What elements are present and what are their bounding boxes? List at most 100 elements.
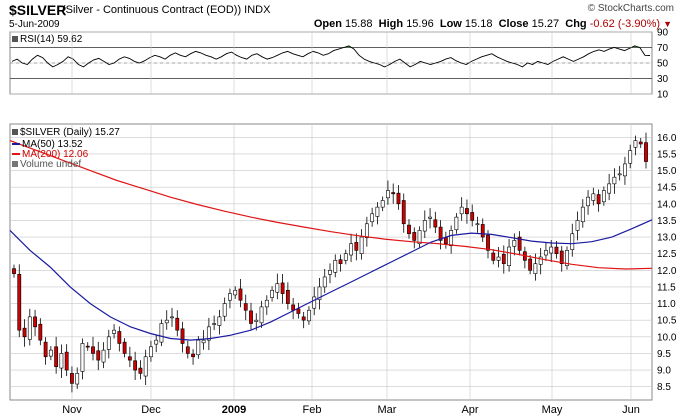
candle-up — [233, 289, 238, 296]
candle-down — [554, 246, 559, 254]
candle-down — [96, 350, 101, 361]
ma50-line — [9, 219, 653, 341]
chg-value: -0.62 (-3.90%) — [589, 18, 661, 30]
candle-down — [175, 317, 180, 331]
candle-down — [85, 345, 90, 348]
candle-up — [112, 329, 116, 334]
candle-down — [433, 219, 438, 228]
candle-down — [517, 236, 522, 251]
rsi-tick-label: 90 — [657, 28, 669, 39]
candle-up — [617, 173, 622, 176]
candle-down — [185, 346, 190, 354]
candle-up — [143, 356, 148, 377]
ma200-line — [9, 140, 653, 270]
candle-up — [375, 206, 380, 217]
description-text: (Silver - Continuous Contract (EOD)) — [62, 4, 242, 16]
candle-down — [559, 250, 564, 264]
rsi-tick-label: 70 — [657, 43, 669, 54]
candle-up — [454, 216, 459, 231]
candle-down — [191, 353, 195, 358]
candle-down — [54, 346, 59, 368]
legend-volume: Volume undef — [12, 160, 120, 170]
candle-up — [386, 190, 390, 199]
candle-down — [491, 252, 496, 261]
candle-down — [596, 194, 601, 205]
candle-up — [80, 343, 85, 372]
candle-up — [607, 183, 612, 194]
candle-up — [544, 250, 548, 256]
x-tick-label: May — [542, 404, 563, 416]
candle-up — [254, 319, 259, 322]
chart-date: 5-Jun-2009 — [9, 19, 60, 30]
candle-up — [591, 193, 596, 201]
candle-up — [349, 243, 353, 256]
price-tick-label: 10.5 — [657, 316, 677, 327]
candle-up — [601, 190, 606, 203]
candle-up — [565, 250, 569, 266]
candle-down — [280, 282, 285, 294]
candle-up — [228, 293, 232, 301]
low-value: 15.18 — [464, 18, 493, 30]
price-tick-label: 16.0 — [657, 133, 677, 144]
price-tick-label: 14.0 — [657, 199, 677, 210]
candle-down — [480, 224, 485, 238]
candle-up — [322, 276, 327, 288]
price-tick-label: 13.5 — [657, 216, 677, 227]
symbol-description: (Silver - Continuous Contract (EOD)) IND… — [62, 4, 270, 16]
candle-down — [301, 316, 306, 321]
candle-down — [407, 224, 411, 235]
rsi-legend: RSI(14) 59.62 — [12, 35, 82, 45]
legend-ma200-swatch — [12, 153, 20, 156]
candle-down — [70, 373, 74, 384]
candle-up — [149, 346, 153, 358]
price-tick-label: 15.0 — [657, 166, 677, 177]
price-tick-label: 11.0 — [657, 299, 676, 310]
x-tick-label: Jun — [622, 404, 640, 416]
open-label: Open — [313, 18, 342, 30]
candle-up — [359, 236, 364, 254]
candle-down — [438, 226, 443, 241]
candle-up — [549, 246, 554, 254]
candle-up — [27, 316, 32, 340]
candle-up — [475, 223, 480, 226]
candle-up — [217, 316, 222, 326]
candle-up — [628, 150, 633, 164]
candle-down — [412, 232, 417, 241]
price-tick-label: 10.0 — [657, 332, 677, 343]
candle-down — [117, 331, 122, 344]
candle-down — [138, 367, 143, 374]
candle-up — [422, 220, 427, 232]
candle-down — [91, 346, 95, 354]
candle-up — [212, 323, 217, 325]
candle-up — [380, 200, 385, 208]
candle-up — [75, 373, 80, 385]
candle-up — [222, 303, 227, 317]
legend-ma50-swatch — [12, 143, 20, 146]
candle-up — [59, 353, 64, 369]
candle-down — [133, 360, 138, 371]
rsi-legend-swatch — [12, 36, 18, 42]
candle-down — [243, 303, 248, 311]
chg-label: Chg — [565, 18, 587, 30]
candle-up — [586, 196, 590, 207]
candle-up — [328, 270, 332, 275]
candle-up — [575, 220, 580, 231]
price-tick-label: 11.5 — [657, 282, 676, 293]
candle-down — [401, 200, 406, 225]
legend-main-swatch — [12, 129, 18, 135]
candle-up — [538, 256, 543, 265]
chart-header: $SILVER (Silver - Continuous Contract (E… — [0, 0, 684, 32]
candle-down — [127, 356, 132, 361]
price-tick-label: 12.0 — [657, 266, 677, 277]
candle-up — [270, 289, 274, 298]
x-tick-label: Mar — [378, 404, 397, 416]
legend-ma50-text: MA(50) 13.52 — [22, 139, 83, 150]
candle-down — [291, 304, 296, 311]
close-label: Close — [498, 18, 529, 30]
candle-up — [196, 339, 201, 356]
legend-ma50: MA(50) 13.52 — [12, 140, 120, 150]
candle-up — [370, 213, 375, 223]
open-value: 15.88 — [345, 18, 373, 30]
candle-down — [249, 310, 253, 324]
candle-down — [528, 258, 533, 271]
